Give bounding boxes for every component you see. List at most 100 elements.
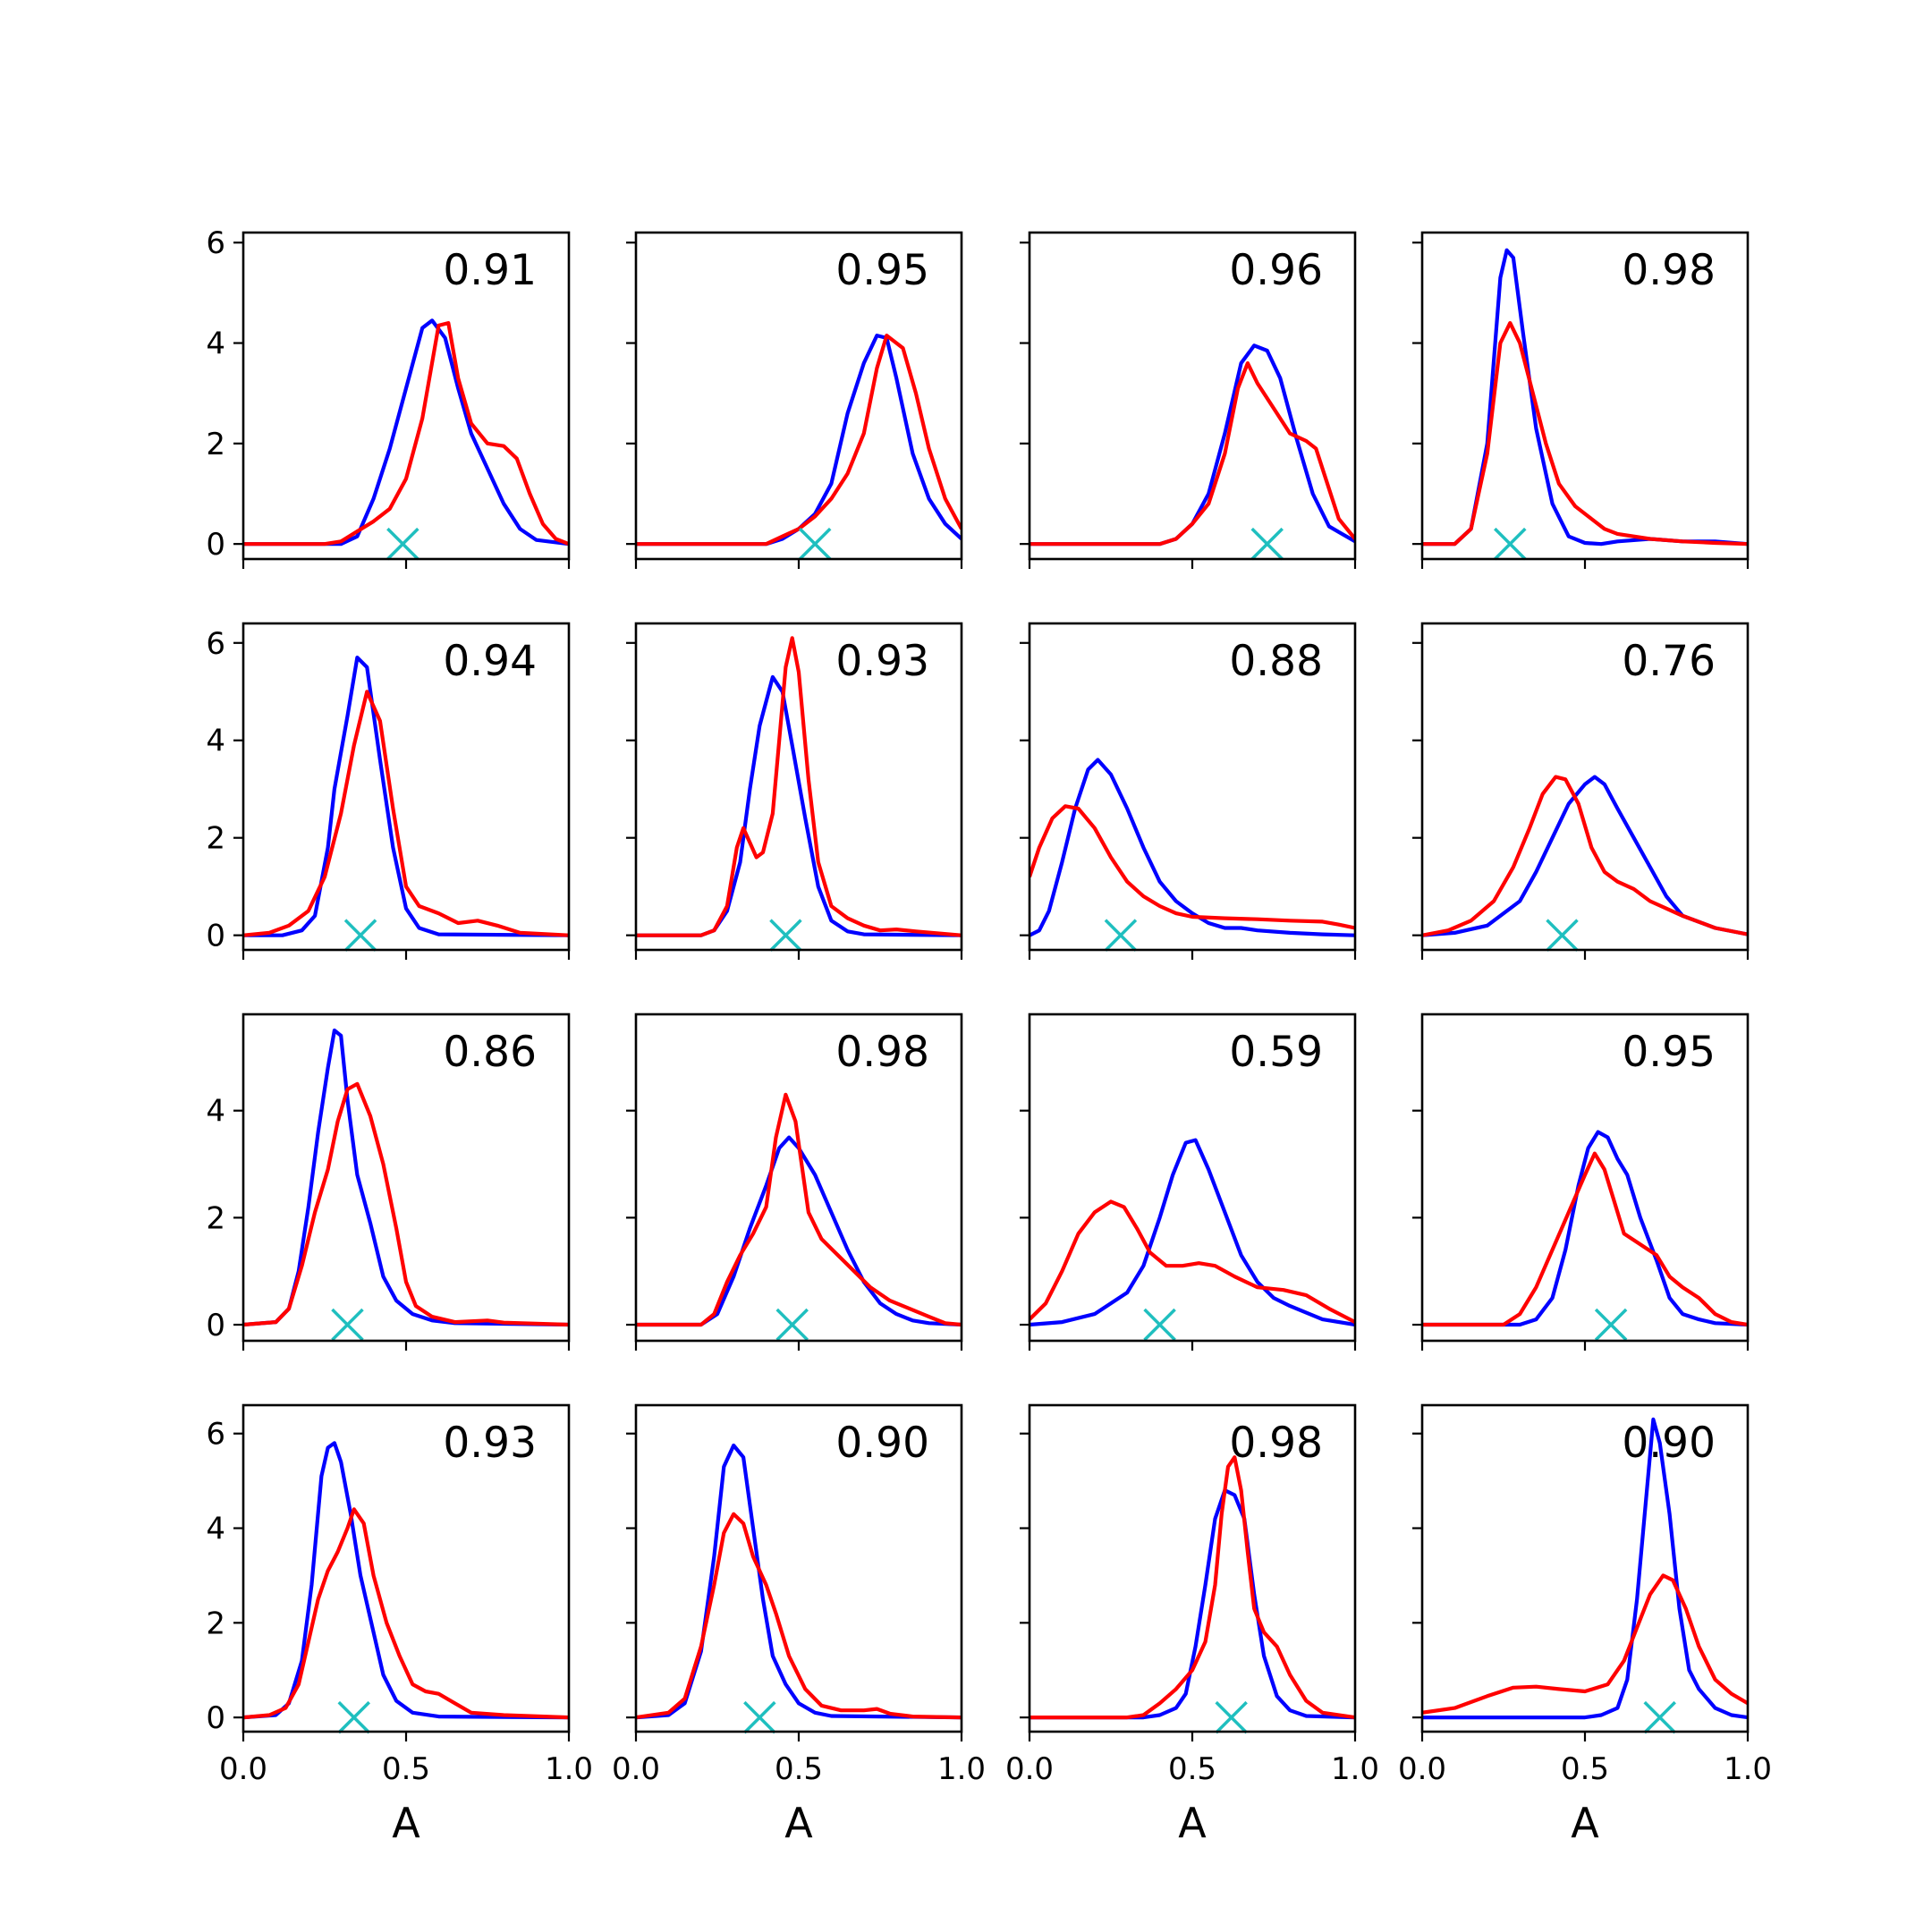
panel-value-label: 0.98 xyxy=(1622,246,1716,295)
marker-x-point xyxy=(1104,919,1138,952)
x-axis-title: A xyxy=(1178,1799,1207,1847)
panel-value-label: 0.96 xyxy=(1229,246,1323,295)
blue-density-line xyxy=(243,656,569,937)
marker-x-point xyxy=(1250,527,1284,561)
y-tick-label: 0 xyxy=(206,527,225,563)
panel-value-label: 0.90 xyxy=(1622,1419,1716,1468)
marker-stroke xyxy=(1546,919,1579,952)
blue-density-line xyxy=(1422,1130,1748,1327)
panel-value-label: 0.76 xyxy=(1622,637,1716,686)
panel: 0.94 0 2 4 6 xyxy=(206,622,571,960)
series-group xyxy=(636,1443,962,1720)
marker-x-point xyxy=(337,1700,370,1734)
panel: 0.93 0 2 4 6 0.0 0.5 1.0 A xyxy=(206,1403,593,1847)
blue-density-line xyxy=(1030,1488,1355,1720)
marker-stroke xyxy=(743,1700,776,1734)
panel: 0.98 xyxy=(626,1013,963,1351)
panel-value-label: 0.86 xyxy=(443,1028,537,1077)
series-group xyxy=(243,318,569,547)
marker-x-point xyxy=(1643,1700,1676,1734)
marker-stroke xyxy=(775,1308,809,1342)
panel-value-label: 0.88 xyxy=(1229,637,1323,686)
blue-density-line xyxy=(636,334,962,547)
red-density-line xyxy=(1422,775,1748,937)
x-tick-label: 0.5 xyxy=(775,1751,823,1787)
marker-stroke xyxy=(1494,527,1527,561)
marker-x-point xyxy=(798,527,832,561)
y-tick-label: 2 xyxy=(206,427,225,462)
x-tick-label: 0.0 xyxy=(219,1751,267,1787)
panel: 0.93 xyxy=(626,622,963,960)
marker-stroke xyxy=(1250,527,1284,561)
panel-grid: 0.91 0 2 4 6 0.95 0.96 0.98 0.94 0 2 4 6 0.93 0.88 0.76… xyxy=(206,225,1772,1847)
x-axis-title: A xyxy=(1571,1799,1599,1847)
panel: 0.98 xyxy=(1412,231,1750,569)
red-density-line xyxy=(636,636,962,937)
marker-x-point xyxy=(343,919,377,952)
y-tick-label: 2 xyxy=(206,1200,225,1236)
red-density-line xyxy=(636,1092,962,1327)
marker-x-point xyxy=(769,919,802,952)
x-tick-label: 1.0 xyxy=(1331,1751,1379,1787)
marker-stroke xyxy=(769,919,802,952)
y-tick-label: 4 xyxy=(206,724,225,759)
marker-x-point xyxy=(1143,1308,1176,1342)
y-tick-label: 2 xyxy=(206,1606,225,1641)
red-density-line xyxy=(636,334,962,547)
red-density-line xyxy=(1030,1199,1355,1324)
panel: 0.91 0 2 4 6 xyxy=(206,225,571,569)
series-group xyxy=(1422,1130,1748,1327)
red-density-line xyxy=(243,321,569,547)
panel: 0.86 0 2 4 xyxy=(206,1013,571,1351)
marker-stroke xyxy=(1215,1700,1248,1734)
marker-x-point xyxy=(386,527,419,561)
marker-stroke xyxy=(1104,919,1138,952)
x-tick-label: 1.0 xyxy=(937,1751,986,1787)
series-group xyxy=(1030,1455,1355,1720)
series-group xyxy=(1030,1138,1355,1327)
x-tick-label: 1.0 xyxy=(1724,1751,1772,1787)
blue-density-line xyxy=(243,1441,569,1720)
panel-value-label: 0.98 xyxy=(1229,1419,1323,1468)
red-density-line xyxy=(1422,1573,1748,1715)
panel-value-label: 0.93 xyxy=(835,637,929,686)
marker-x-point xyxy=(331,1308,364,1342)
panel: 0.95 xyxy=(626,231,963,569)
y-tick-label: 6 xyxy=(206,225,225,261)
panel: 0.90 0.0 0.5 1.0 A xyxy=(612,1403,986,1847)
panel: 0.96 xyxy=(1020,231,1357,569)
red-density-line xyxy=(636,1512,962,1720)
x-tick-label: 0.5 xyxy=(382,1751,430,1787)
x-tick-label: 0.5 xyxy=(1168,1751,1216,1787)
panel-value-label: 0.98 xyxy=(835,1028,929,1077)
red-density-line xyxy=(1422,321,1748,547)
marker-x-point xyxy=(1215,1700,1248,1734)
series-group xyxy=(1422,775,1748,937)
panel: 0.90 0.0 0.5 1.0 A xyxy=(1398,1403,1772,1847)
series-group xyxy=(243,656,569,937)
red-density-line xyxy=(243,1081,569,1327)
marker-stroke xyxy=(1143,1308,1176,1342)
red-density-line xyxy=(1030,804,1355,930)
series-group xyxy=(1422,1417,1748,1720)
marker-x-point xyxy=(1594,1308,1628,1342)
panel-value-label: 0.95 xyxy=(835,246,929,295)
x-tick-label: 0.5 xyxy=(1561,1751,1609,1787)
marker-stroke xyxy=(343,919,377,952)
marker-x-point xyxy=(1546,919,1579,952)
red-density-line xyxy=(243,1507,569,1720)
blue-density-line xyxy=(636,1135,962,1327)
series-group xyxy=(1030,758,1355,937)
series-group xyxy=(1030,343,1355,547)
y-tick-label: 6 xyxy=(206,1417,225,1453)
blue-density-line xyxy=(1030,758,1355,937)
x-axis-title: A xyxy=(784,1799,813,1847)
x-tick-label: 0.0 xyxy=(1398,1751,1446,1787)
panel: 0.88 xyxy=(1020,622,1357,960)
y-tick-label: 0 xyxy=(206,919,225,954)
panel-value-label: 0.94 xyxy=(443,637,537,686)
y-tick-label: 6 xyxy=(206,626,225,662)
blue-density-line xyxy=(1422,1417,1748,1720)
marker-stroke xyxy=(1643,1700,1676,1734)
